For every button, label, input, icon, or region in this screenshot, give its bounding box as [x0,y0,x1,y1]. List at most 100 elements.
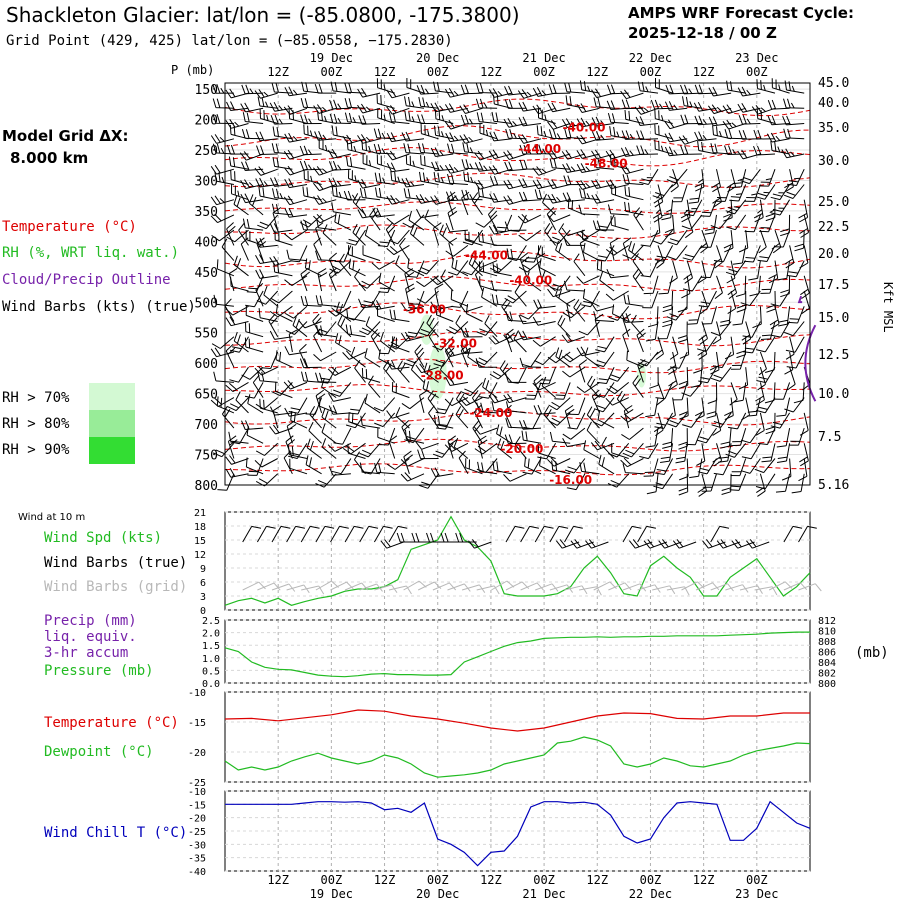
cs-wind-barb [248,194,264,216]
cs-wind-barb [488,393,512,404]
cs-wind-barb [313,181,337,192]
cs-wind-barb [505,328,516,353]
cs-wind-barb [313,237,323,261]
cs-wind-barb [225,343,236,368]
legend-rh80: RH > 80% [2,416,70,432]
cs-wind-barb [737,102,761,113]
cs-wind-barb [477,186,498,201]
cs-wind-barb [247,394,264,414]
cs-wind-barb [608,366,630,382]
cs-wind-barb [368,375,381,398]
surface-barb-true [570,539,594,549]
cs-wind-barb [317,110,337,124]
cs-wind-barb [238,222,249,246]
cs-wind-barb [743,336,761,354]
cs-wind-barb [738,114,761,125]
cs-wind-barb [518,314,542,325]
cs-wind-barb [732,306,747,326]
cs-wind-barb [643,275,659,295]
cs-wind-barb [667,229,688,246]
cs-wind-barb [551,460,571,475]
cs-wind-barb [460,327,483,338]
cs-wind-barb [591,179,615,189]
cs-wind-barb [594,313,604,337]
cs-wind-barb [212,98,234,109]
cs-wind-barb [518,191,542,202]
cs-wind-barb [753,129,776,140]
cs-wind-barb [681,214,703,230]
cs-wind-barb [664,132,688,143]
cs-wind-barb [576,180,600,190]
wind-barbs-grid-legend: Wind Barbs (grid) [44,579,187,595]
cs-wind-barb [327,366,352,376]
cs-wind-barb [252,374,264,398]
cs-wind-barb [628,240,644,262]
surface-barb-true [555,539,580,549]
cs-wind-barb [258,186,278,201]
surface-barb-true [746,539,770,549]
cs-wind-barb [740,458,761,474]
kft-tick-label: 22.5 [818,220,849,235]
cs-wind-barb [476,458,498,473]
cs-wind-barb [546,207,557,231]
cs-wind-barb [712,321,722,345]
surface-barb-true [271,525,291,543]
cs-wind-barb [678,135,703,145]
cs-wind-barb [357,134,381,144]
cs-wind-barb [331,458,352,475]
cs-wind-barb [710,143,732,155]
panel-4: -10 -15 -20 -25 -30 -35 -40 [188,787,811,878]
cs-wind-barb [784,397,805,413]
cs-wind-barb [633,207,644,231]
cs-wind-barb [573,299,586,322]
cs-wind-barb [518,178,542,189]
cs-wind-barb [458,450,469,475]
cs-wind-barb [210,213,235,224]
cs-wind-barb [444,119,469,130]
cs-wind-barb [620,89,644,100]
cs-wind-barb [378,336,396,355]
cs-wind-barb [315,295,337,307]
cs-wind-barb [353,451,366,475]
cs-wind-barb [436,305,454,322]
cs-wind-barb [285,321,308,335]
cs-wind-barb [758,351,767,376]
cs-wind-barb [270,290,293,304]
cs-wind-barb [477,461,498,475]
cs-wind-barb [751,104,776,115]
cs-wind-barb [407,258,425,277]
cs-wind-barb [303,124,322,140]
top-hour-label: 12Z [586,65,608,79]
cs-wind-barb [566,473,586,491]
cs-wind-barb [680,145,702,155]
cs-wind-barb [284,207,308,218]
cs-wind-barb [547,457,571,467]
cs-wind-barb [548,129,571,140]
cs-wind-barb [212,442,235,458]
bottom-date-label: 20 Dec [416,887,459,900]
cs-wind-barb [284,229,308,241]
cs-wind-barb [645,321,659,342]
cs-wind-barb [622,237,632,261]
cs-wind-barb [740,427,761,444]
panel-tick-label: -25 [188,827,206,838]
cs-wind-barb [328,160,351,171]
cs-wind-barb [403,143,425,155]
cs-wind-barb [225,455,249,465]
cs-wind-barb [386,132,410,143]
precip-tick-label: 2.0 [202,629,220,640]
cs-wind-barb [562,192,585,202]
cs-wind-barb [505,373,527,383]
cs-wind-barb [541,376,556,398]
cs-wind-barb [401,397,425,410]
cs-wind-barb [547,102,571,113]
surface-barb-true [549,525,569,543]
pressure-axis-label: P (mb) [171,63,214,77]
cs-wind-barb [760,275,776,294]
cs-wind-barb [524,456,542,475]
cs-wind-barb [761,443,776,463]
cs-wind-barb [419,171,439,185]
cs-wind-barb [636,328,646,353]
cs-wind-barb [491,111,512,124]
forecast-cycle-label: AMPS WRF Forecast Cycle: [628,4,854,22]
